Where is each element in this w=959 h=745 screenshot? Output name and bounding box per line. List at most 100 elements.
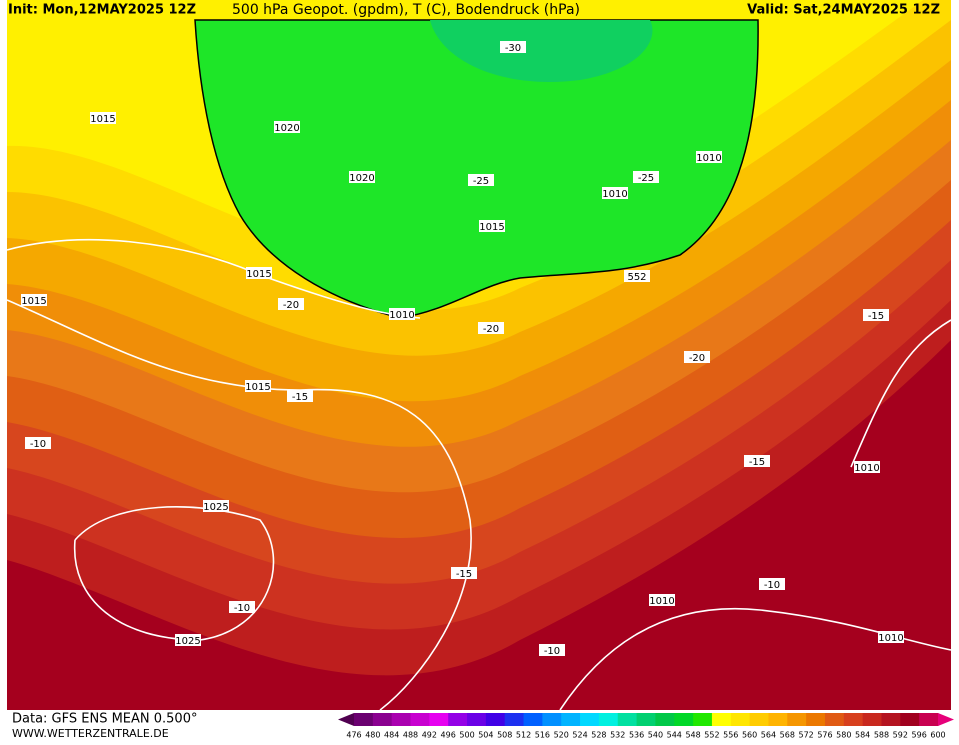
- color-legend: 476 480 484 488 492 496 500 504 508 512 516 520 524 5…: [338, 713, 954, 740]
- contour-label: -10: [544, 646, 560, 657]
- legend-label: 596: [912, 731, 927, 740]
- geopotential-area: [194, 19, 759, 319]
- legend-label: 572: [798, 731, 813, 740]
- label-box: [90, 112, 116, 124]
- label-box: [21, 294, 47, 306]
- legend-swatch: [598, 713, 619, 726]
- label-box: [245, 380, 271, 392]
- contour-label: -15: [749, 457, 765, 468]
- label-box: [854, 461, 880, 473]
- legend-swatch: [711, 713, 732, 726]
- label-box: [468, 174, 494, 186]
- legend-label: 552: [704, 731, 719, 740]
- label-box: [349, 171, 375, 183]
- legend-swatch: [749, 713, 769, 726]
- contour-label: 1010: [878, 633, 903, 644]
- legend-swatch: [448, 713, 468, 726]
- contour-label: 1010: [602, 189, 627, 200]
- label-box: [274, 121, 300, 133]
- contour-label: -20: [689, 353, 705, 364]
- map: -30 1015 1020 1010 -25 1020 -25 1010 1015 1015 552…: [6, 0, 952, 711]
- contour-label: 1010: [696, 153, 721, 164]
- label-box: [25, 437, 51, 449]
- contour-label: -15: [868, 311, 884, 322]
- legend-label: 488: [403, 731, 418, 740]
- contour-label: 1010: [649, 596, 674, 607]
- label-box: [602, 187, 628, 199]
- contour-label: -20: [283, 300, 299, 311]
- legend-swatch: [391, 713, 412, 726]
- contour-label: -15: [292, 392, 308, 403]
- legend-swatch: [617, 713, 638, 726]
- label-box: [863, 309, 889, 321]
- contour-label: 552: [627, 272, 646, 283]
- legend-arrow-high: [938, 713, 954, 726]
- label-box: [878, 631, 904, 643]
- legend-swatch: [693, 713, 713, 726]
- contour-label: 1020: [349, 173, 374, 184]
- legend-swatch: [542, 713, 562, 726]
- legend-swatch: [636, 713, 656, 726]
- label-box: [229, 601, 255, 613]
- legend-swatch: [787, 713, 807, 726]
- contour-label: -10: [30, 439, 46, 450]
- contour-label: -30: [505, 43, 521, 54]
- legend-swatch: [919, 713, 939, 726]
- legend-swatch: [730, 713, 751, 726]
- legend-swatch: [824, 713, 845, 726]
- label-box: [478, 322, 504, 334]
- legend-label: 524: [572, 731, 587, 740]
- label-box: [451, 567, 477, 579]
- website: WWW.WETTERZENTRALE.DE: [12, 727, 169, 740]
- valid-time: Valid: Sat,24MAY2025 12Z: [747, 3, 940, 18]
- legend-label: 556: [723, 731, 738, 740]
- legend-swatch: [467, 713, 487, 726]
- legend-swatch: [768, 713, 788, 726]
- legend-swatch: [561, 713, 581, 726]
- legend-label: 476: [346, 731, 361, 740]
- label-box: [649, 594, 675, 606]
- contour-label: -25: [473, 176, 489, 187]
- contour-label: -10: [764, 580, 780, 591]
- label-box: [633, 171, 659, 183]
- isobar: [850, 319, 952, 468]
- legend-label: 540: [648, 731, 663, 740]
- contour-label: -10: [234, 603, 250, 614]
- legend-swatch: [900, 713, 920, 726]
- label-box: [539, 644, 565, 656]
- label-box: [175, 634, 201, 646]
- legend-label: 492: [422, 731, 437, 740]
- isobar: [6, 239, 421, 319]
- contour-label: -15: [456, 569, 472, 580]
- legend-swatch: [806, 713, 826, 726]
- legend-label: 532: [610, 731, 625, 740]
- legend-label: 560: [742, 731, 757, 740]
- label-box: [287, 390, 313, 402]
- contour-label: -25: [638, 173, 654, 184]
- label-box: [696, 151, 722, 163]
- legend-swatch: [372, 713, 393, 726]
- legend-label: 568: [780, 731, 795, 740]
- label-box: [759, 578, 785, 590]
- legend-swatch: [862, 713, 882, 726]
- legend-label: 516: [535, 731, 550, 740]
- legend-label: 584: [855, 731, 870, 740]
- contour-label: 1020: [274, 123, 299, 134]
- contour-label: 1015: [90, 114, 115, 125]
- legend-label: 496: [441, 731, 456, 740]
- label-box: [389, 308, 415, 320]
- geopotential-core: [430, 20, 653, 82]
- legend-label: 588: [874, 731, 889, 740]
- contour-label: 1025: [203, 502, 228, 513]
- legend-swatch: [843, 713, 864, 726]
- legend-label: 576: [817, 731, 832, 740]
- legend-label: 500: [459, 731, 474, 740]
- label-box: [246, 267, 272, 279]
- legend-label: 544: [667, 731, 682, 740]
- legend-swatch: [485, 713, 506, 726]
- map-title: 500 hPa Geopot. (gpdm), T (C), Bodendruc…: [232, 2, 580, 18]
- label-box: [500, 41, 526, 53]
- legend-arrow-low: [338, 713, 354, 726]
- legend-label: 508: [497, 731, 512, 740]
